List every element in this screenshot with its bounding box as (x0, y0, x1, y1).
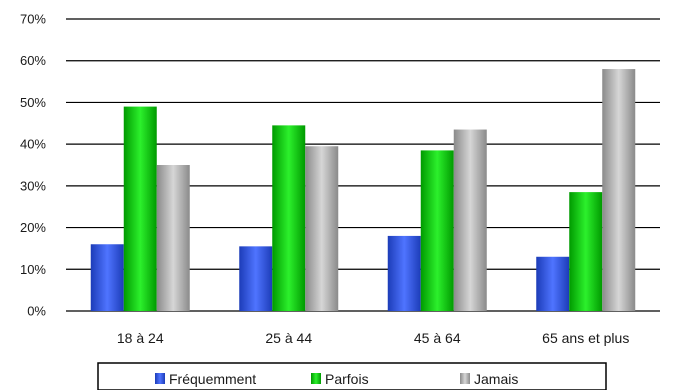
bar-jamais-0 (156, 165, 190, 311)
bar-parfois-3 (569, 192, 603, 311)
legend-label: Jamais (474, 371, 518, 387)
x-tick-label: 65 ans et plus (542, 330, 629, 346)
x-tick-label: 18 à 24 (117, 330, 164, 346)
bar-parfois-1 (272, 125, 306, 311)
legend-label: Parfois (325, 371, 369, 387)
y-tick-label: 0% (27, 304, 46, 319)
bar-parfois-2 (420, 150, 454, 311)
bar-fr-quemment-1 (239, 246, 273, 311)
y-tick-label: 20% (20, 220, 46, 235)
bars (90, 69, 636, 311)
bar-fr-quemment-0 (90, 244, 124, 311)
y-tick-label: 40% (20, 137, 46, 152)
bar-fr-quemment-3 (536, 256, 570, 311)
bar-jamais-3 (602, 69, 636, 311)
y-tick-label: 70% (20, 12, 46, 27)
y-axis-ticks: 0% 10% 20% 30% 40% 50% 60% 70% (20, 12, 46, 319)
y-tick-label: 60% (20, 53, 46, 68)
legend-box (97, 362, 607, 390)
y-tick-label: 30% (20, 178, 46, 193)
x-tick-label: 25 à 44 (265, 330, 312, 346)
legend-swatch (311, 373, 321, 384)
x-axis-ticks: 18 à 24 25 à 44 45 à 64 65 ans et plus (117, 330, 629, 346)
legend-swatch (460, 373, 470, 384)
bar-jamais-1 (305, 146, 339, 311)
y-tick-label: 50% (20, 95, 46, 110)
legend: Fréquemment Parfois Jamais (97, 362, 607, 390)
legend-label: Fréquemment (169, 371, 256, 387)
y-tick-label: 10% (20, 262, 46, 277)
legend-swatch (155, 373, 165, 384)
bar-jamais-2 (453, 129, 487, 311)
x-tick-label: 45 à 64 (414, 330, 461, 346)
bar-parfois-0 (123, 106, 157, 311)
bar-fr-quemment-2 (387, 235, 421, 311)
